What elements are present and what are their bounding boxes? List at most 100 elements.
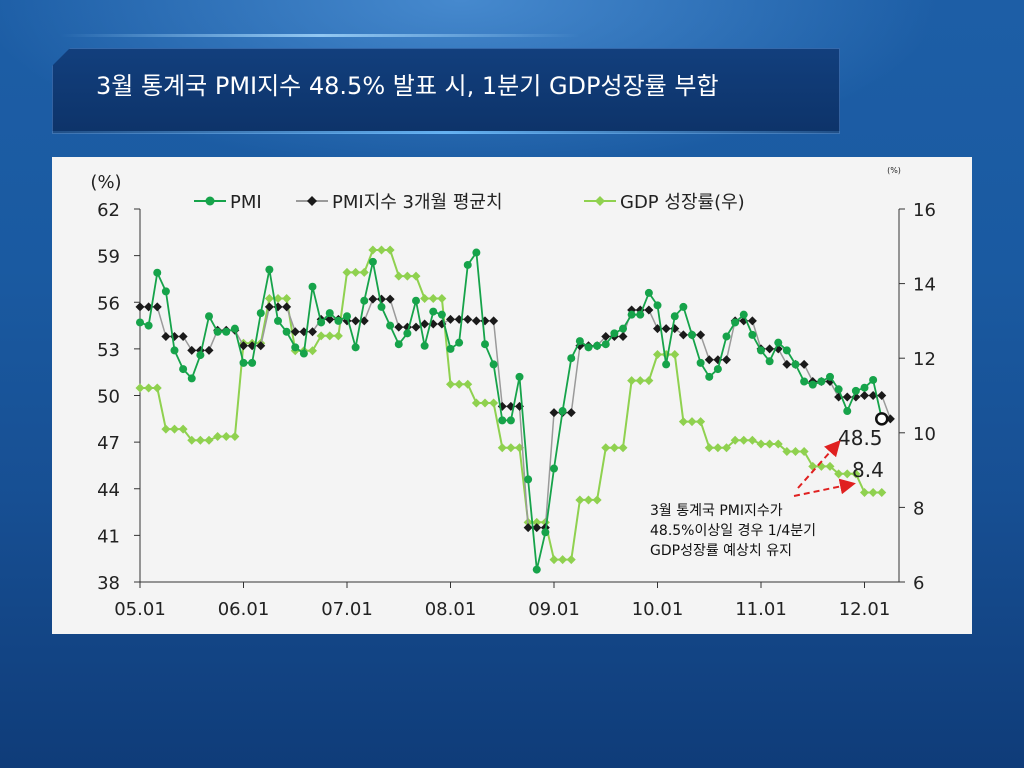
gdp-point	[584, 495, 593, 505]
pmi-point	[584, 343, 593, 352]
pmi-point	[679, 302, 688, 311]
pmi-point	[403, 329, 412, 338]
left-tick-label: 62	[97, 200, 120, 221]
pmi-point	[308, 282, 317, 291]
pmi-point	[291, 343, 300, 352]
left-tick-label: 44	[97, 480, 120, 501]
gdp-point	[471, 398, 481, 408]
pmi-point	[230, 324, 239, 333]
x-tick-label: 10.01	[632, 599, 684, 620]
pmi-point	[368, 257, 377, 266]
pmi-point	[826, 372, 834, 381]
pmi-avg-point	[359, 316, 369, 326]
legend-pmi-avg: PMI지수 3개월 평균치	[296, 192, 503, 213]
right-axis-unit: (%)	[887, 166, 901, 175]
pmi-point	[843, 407, 852, 416]
legend-swatch-marker	[205, 196, 215, 206]
pmi-point	[377, 302, 386, 311]
pmi-avg-point	[765, 344, 775, 354]
pmi-point	[834, 385, 843, 394]
series-layer	[135, 245, 895, 574]
gdp-point	[687, 417, 697, 427]
pmi-avg-point	[204, 345, 214, 355]
pmi-point	[299, 349, 308, 358]
pmi-avg-point	[161, 331, 171, 341]
pmi-avg-point	[842, 392, 852, 402]
pmi-point	[506, 416, 515, 425]
gdp-point	[273, 294, 283, 304]
pmi-avg-point	[523, 523, 533, 533]
pmi-point	[757, 346, 765, 355]
legend: PMI PMI지수 3개월 평균치 GDP 성장률(우)	[194, 192, 745, 213]
pmi-point	[670, 312, 679, 321]
gdp-point	[696, 417, 706, 427]
gdp-point	[808, 461, 818, 471]
pmi-avg-point	[532, 523, 542, 533]
pmi-avg-point	[489, 316, 499, 326]
pmi-point	[489, 360, 498, 369]
pmi-point	[161, 287, 170, 296]
right-tick-label: 6	[913, 573, 924, 594]
pmi-avg-point	[152, 302, 162, 312]
pmi-point	[179, 365, 188, 374]
pmi-point	[463, 260, 472, 269]
left-tick-label: 50	[97, 387, 120, 408]
pmi-point	[567, 354, 576, 363]
pmi-point	[455, 338, 464, 347]
gdp-point	[204, 435, 214, 445]
left-tick-label: 47	[97, 433, 120, 454]
pmi-avg-point	[264, 302, 274, 312]
pmi-point	[593, 341, 602, 350]
gdp-point	[730, 435, 740, 445]
pmi-avg-point	[704, 355, 714, 365]
pmi-avg-point	[446, 314, 455, 324]
pmi-avg-point	[256, 341, 266, 351]
gdp-point	[851, 469, 861, 479]
pmi-avg-point	[308, 327, 317, 337]
gdp-point	[463, 379, 473, 389]
pmi-point	[239, 358, 248, 367]
pmi-point	[351, 343, 360, 352]
gdp-point	[678, 417, 688, 427]
pmi-avg-point	[618, 331, 628, 341]
gdp-point	[627, 376, 637, 386]
gdp-point	[601, 443, 611, 453]
pmi-avg-point	[394, 322, 404, 332]
pmi-avg-point	[885, 414, 895, 424]
pmi-last-point-marker	[875, 412, 889, 426]
pmi-point	[808, 380, 817, 389]
left-tick-label: 53	[97, 340, 120, 361]
pmi-point	[274, 316, 282, 325]
pmi-avg-point	[239, 341, 248, 351]
pmi-avg-point	[368, 294, 378, 304]
pmi-point	[782, 346, 791, 355]
x-tick-label: 06.01	[218, 599, 270, 620]
pmi-avg-point	[135, 302, 145, 312]
gdp-point	[497, 443, 507, 453]
gdp-point	[860, 487, 869, 497]
pmi-point	[343, 312, 351, 321]
gdp-point	[618, 443, 628, 453]
gdp-point	[566, 555, 576, 565]
pmi-point	[256, 309, 265, 318]
legend-label: GDP 성장률(우)	[620, 192, 745, 213]
pmi-point	[317, 318, 326, 327]
gdp-point	[842, 469, 852, 479]
gdp-point	[773, 439, 783, 449]
gdp-point	[868, 487, 878, 497]
right-tick-label: 16	[913, 200, 936, 221]
pmi-point	[412, 296, 420, 305]
pmi-point	[532, 565, 541, 574]
pmi-point	[636, 310, 645, 319]
gdp-point	[558, 555, 568, 565]
left-tick-label: 38	[97, 573, 120, 594]
gdp-point	[213, 432, 223, 442]
pmi-avg-point	[877, 391, 887, 400]
gdp-point	[756, 439, 766, 449]
legend-swatch-marker	[595, 196, 605, 206]
pmi-point	[575, 337, 584, 346]
pmi-point	[739, 310, 748, 319]
gdp-point	[532, 517, 542, 527]
pmi-point	[265, 265, 274, 274]
left-tick-label: 56	[97, 293, 120, 314]
